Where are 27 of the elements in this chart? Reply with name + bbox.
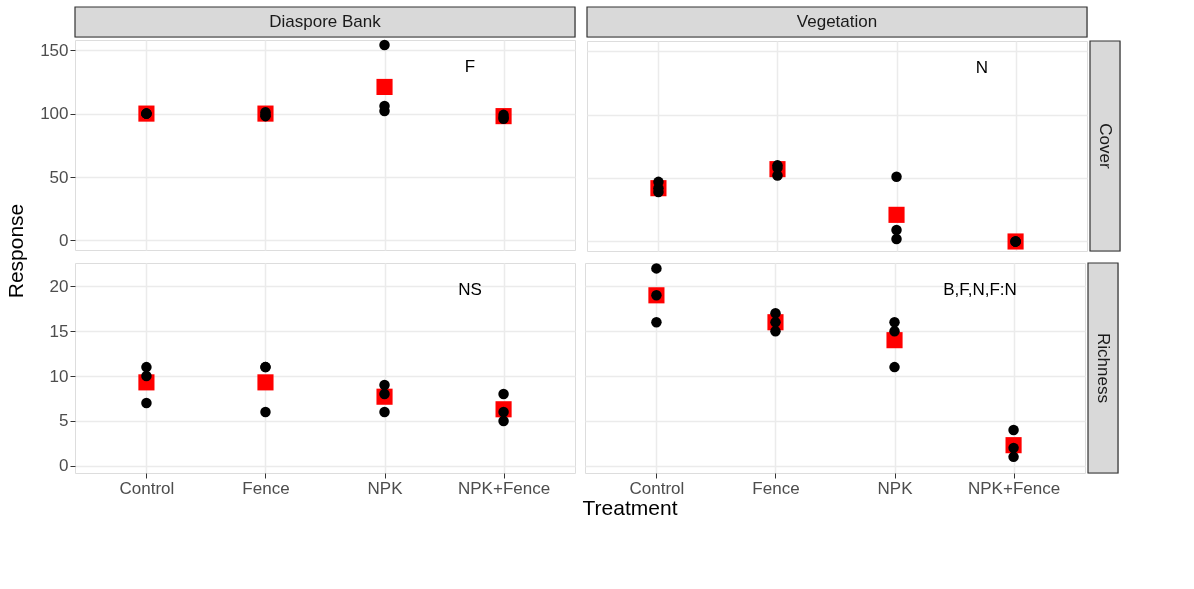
chart-title: Vegetation <box>796 12 878 31</box>
x-tick-label: NPK+Fence <box>968 478 1061 498</box>
y2-axis-title: Cover <box>1096 123 1115 170</box>
x-tick-label: NPK <box>877 478 914 498</box>
y2-axis-title: Richness <box>1094 333 1113 403</box>
y-tick-label: 15 <box>49 321 69 341</box>
y-tick-label: 10 <box>49 366 69 386</box>
x-tick-label: Fence <box>752 478 800 498</box>
y-tick-label: 0 <box>59 230 69 250</box>
x-axis-title: Treatment <box>582 496 678 519</box>
annotation: NS <box>458 280 482 300</box>
annotation: F <box>464 57 476 77</box>
annotation: B,F,N,F:N <box>943 280 1017 300</box>
x-tick-label: Control <box>629 478 685 498</box>
y-axis-title: Response <box>4 203 27 299</box>
x-tick-label: NPK <box>367 478 404 498</box>
x-tick-label: Fence <box>242 478 290 498</box>
y-tick-label: 100 <box>40 104 69 124</box>
y-tick-label: 0 <box>59 456 69 476</box>
chart-title: Diaspore Bank <box>269 12 382 31</box>
y-tick-label: 150 <box>40 40 69 60</box>
y-tick-label: 20 <box>49 276 69 296</box>
y-tick-label: 50 <box>49 167 69 187</box>
annotation: N <box>975 58 989 78</box>
x-tick-label: NPK+Fence <box>458 478 551 498</box>
x-tick-label: Control <box>119 478 175 498</box>
y-tick-label: 5 <box>59 411 69 431</box>
